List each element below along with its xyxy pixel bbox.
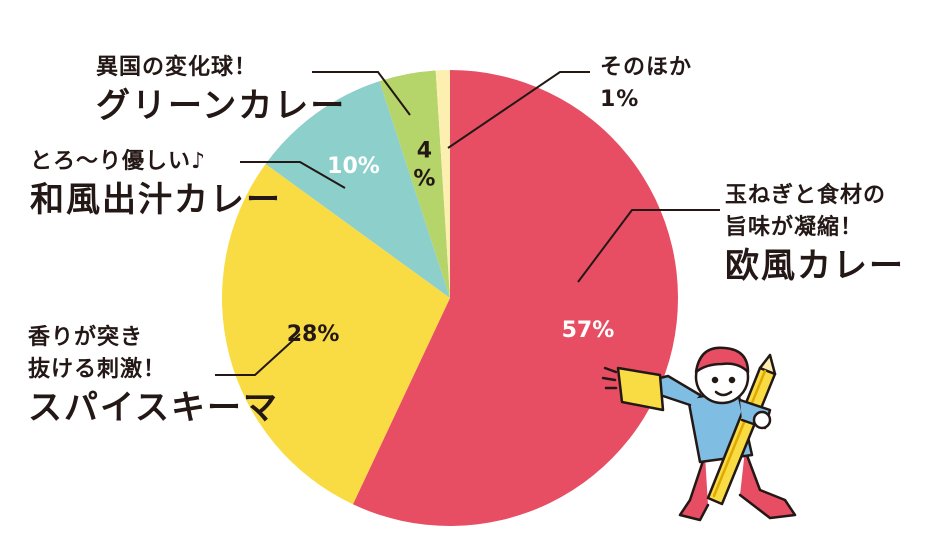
slice-label: そのほか <box>600 55 693 80</box>
callout-other: そのほか 1% <box>600 52 692 116</box>
slice-value-label: 57% <box>562 318 615 343</box>
callout-sub-line: 異国の変化球！ <box>96 55 258 80</box>
slice-green-curry <box>379 70 450 298</box>
callout-sub-line: 旨味が凝縮！ <box>725 215 864 240</box>
callout-green-curry: 異国の変化球！ グリーンカレー <box>96 52 346 128</box>
slice-value-label: 28% <box>287 322 340 347</box>
slice-label: 和風出汁カレー <box>30 180 282 220</box>
callout-european-curry: 玉ねぎと食材の 旨味が凝縮！ 欧風カレー <box>725 180 905 288</box>
callout-sub-line: 玉ねぎと食材の <box>725 183 887 208</box>
slice-spice-keema <box>221 163 450 505</box>
callout-spice-keema: 香りが突き 抜ける刺激！ スパイスキーマ <box>28 322 279 430</box>
megaphone-pencil-character-icon <box>601 346 797 522</box>
slice-label: 欧風カレー <box>725 246 905 286</box>
leader-spice-keema <box>215 333 301 376</box>
slice-european-curry <box>352 70 678 527</box>
slice-wafu-dashi-curry <box>265 81 450 298</box>
slice-label: スパイスキーマ <box>28 388 279 428</box>
callout-sub-line: とろ〜り優しい♪ <box>30 149 207 174</box>
slice-value-label: 4% <box>413 139 435 192</box>
callout-wafu-dashi-curry: とろ〜り優しい♪ 和風出汁カレー <box>30 146 282 222</box>
callout-sub-line: 抜ける刺激！ <box>28 357 167 382</box>
leader-green-curry <box>312 71 411 116</box>
leader-other <box>447 71 590 149</box>
slice-value-label: 1% <box>600 87 640 112</box>
leader-wafu-dashi-curry <box>240 161 346 189</box>
callout-sub-line: 香りが突き <box>28 325 144 350</box>
leader-european-curry <box>577 209 720 283</box>
slice-label: グリーンカレー <box>96 86 347 126</box>
slice-other <box>435 70 450 298</box>
slice-value-label: 10% <box>327 154 380 179</box>
